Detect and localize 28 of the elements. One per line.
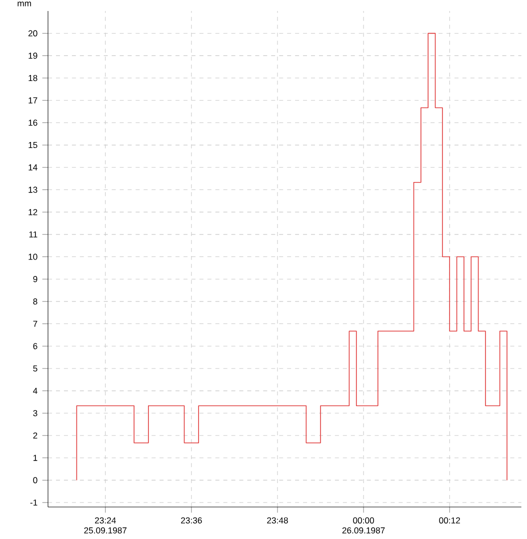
x-tick-label: 23:48 xyxy=(267,517,288,524)
x-tick-label: 23:36 xyxy=(181,517,202,524)
x-tick-label: 00:00 26.09.1987 xyxy=(342,517,385,534)
y-tick-label: 2 xyxy=(33,432,38,439)
y-tick-label: 5 xyxy=(33,365,38,372)
y-tick-label: 4 xyxy=(33,388,38,394)
y-axis-title: mm xyxy=(18,2,31,6)
y-tick-label: 6 xyxy=(33,343,38,350)
y-tick-label: 20 xyxy=(28,30,38,36)
y-tick-label: 1 xyxy=(34,454,38,461)
x-tick-label: 23:24 25.09.1987 xyxy=(84,517,127,534)
y-tick-label: 19 xyxy=(28,52,38,59)
y-tick-label: 12 xyxy=(28,209,38,216)
y-tick-label: 11 xyxy=(29,231,38,238)
y-tick-label: 0 xyxy=(33,477,38,484)
y-tick-label: 14 xyxy=(28,164,38,170)
y-tick-label: 17 xyxy=(28,97,38,104)
y-tick-label: 16 xyxy=(28,120,38,126)
y-tick-label: 3 xyxy=(33,410,38,416)
x-tick-label: 00:12 xyxy=(439,517,460,524)
y-tick-label: 8 xyxy=(33,298,38,305)
y-tick-label: 9 xyxy=(33,276,38,282)
y-tick-label: 15 xyxy=(28,142,38,148)
y-tick-label: -1 xyxy=(30,500,38,506)
y-tick-label: 7 xyxy=(33,320,38,327)
y-tick-label: 18 xyxy=(28,74,38,82)
y-tick-label: 13 xyxy=(28,186,38,193)
y-tick-label: 10 xyxy=(28,254,38,260)
